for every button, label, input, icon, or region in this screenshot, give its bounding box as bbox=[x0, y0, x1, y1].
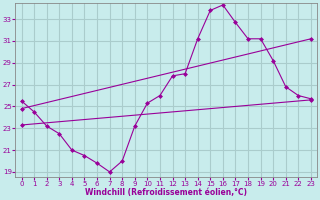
X-axis label: Windchill (Refroidissement éolien,°C): Windchill (Refroidissement éolien,°C) bbox=[85, 188, 247, 197]
